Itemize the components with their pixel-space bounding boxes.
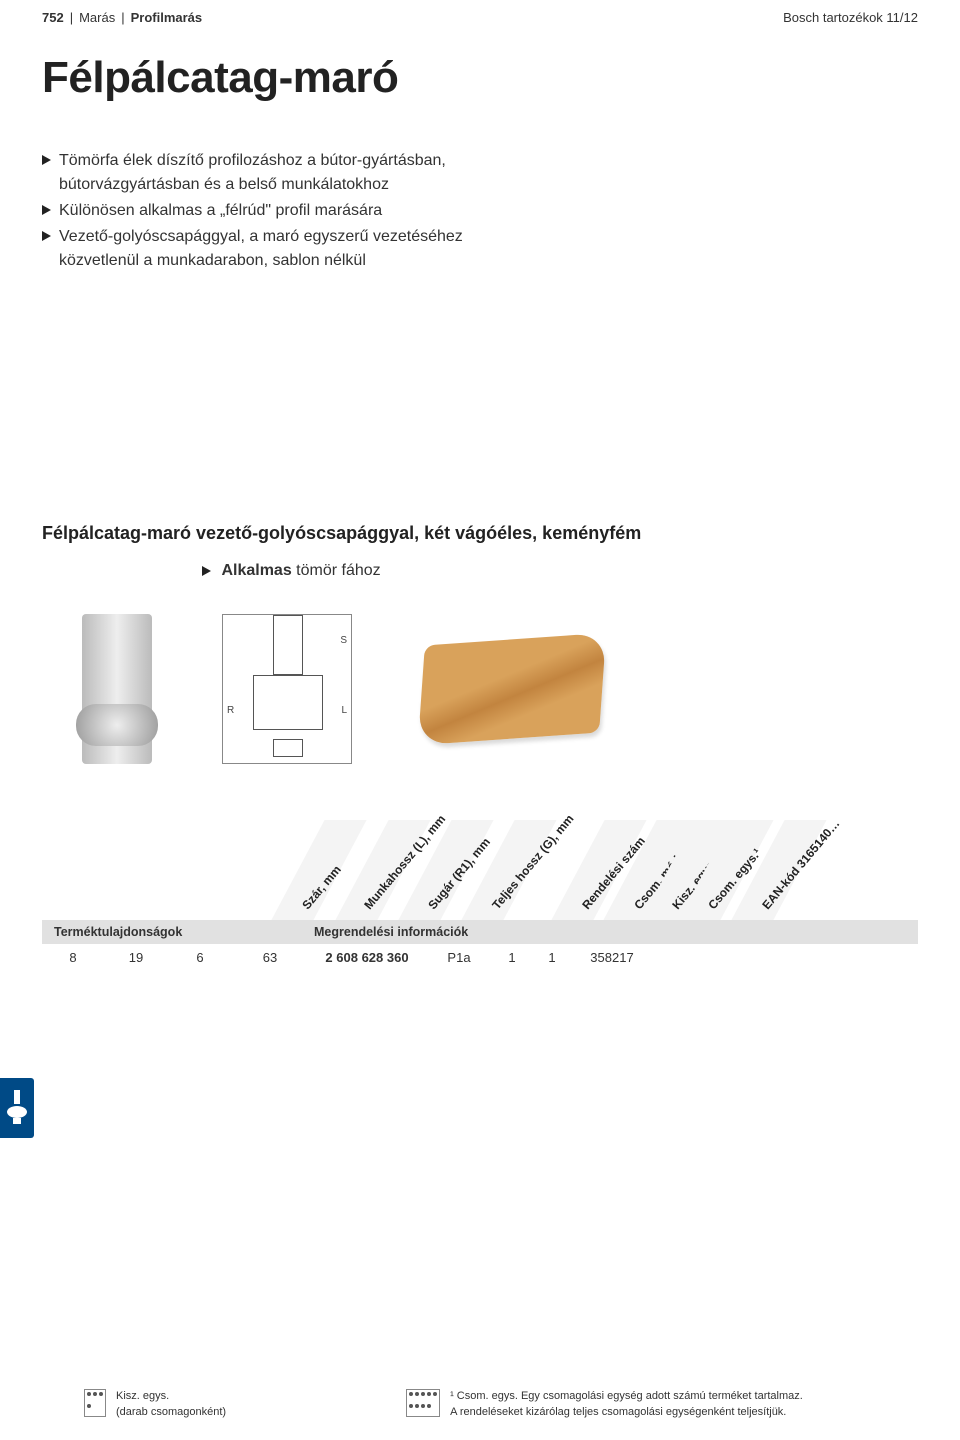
diagram-label-r: R	[227, 705, 234, 716]
category-1: Marás	[79, 10, 115, 25]
header-right: Bosch tartozékok 11/12	[783, 10, 918, 25]
subline-rest: tömör fához	[296, 562, 380, 579]
bullet-text: Tömörfa élek díszítő profilozáshoz a bút…	[59, 149, 479, 197]
separator: |	[70, 10, 73, 25]
package-icon	[84, 1389, 106, 1417]
section-header-left: Terméktulajdonságok	[42, 925, 310, 939]
triangle-icon	[202, 566, 211, 576]
cell-ean: 358217	[572, 950, 652, 965]
page-number: 752	[42, 10, 64, 25]
footer-left: Kisz. egys. (darab csomagonként)	[84, 1389, 226, 1420]
cell-sugar: 6	[168, 950, 232, 965]
diagram-label-l: L	[341, 705, 347, 716]
section-subline: Alkalmas tömör fához	[202, 562, 918, 580]
triangle-icon	[42, 231, 51, 241]
sidebar-category-icon	[0, 1078, 34, 1138]
bullet-text: Vezető-golyóscsapággyal, a maró egyszerű…	[59, 225, 479, 273]
bullet-item: Vezető-golyóscsapággyal, a maró egyszerű…	[42, 225, 918, 273]
cell-rendelesi-szam: 2 608 628 360	[308, 950, 426, 965]
table-column-headers: Szár, mmMunkahossz (L), mmSugár (R1), mm…	[42, 820, 918, 920]
footer-right-line1: ¹ Csom. egys. Egy csomagolási egység ado…	[450, 1389, 803, 1404]
footer-right-line2: A rendeléseket kizárólag teljes csomagol…	[450, 1405, 803, 1420]
section-title: Félpálcatag-maró vezető-golyóscsapággyal…	[42, 523, 918, 544]
illustrations: S L R	[82, 604, 918, 774]
breadcrumb: 752 | Marás | Profilmarás	[42, 10, 202, 25]
footer-left-line2: (darab csomagonként)	[116, 1405, 226, 1420]
spec-table: Szár, mmMunkahossz (L), mmSugár (R1), mm…	[42, 820, 918, 970]
table-section-headers: Terméktulajdonságok Megrendelési informá…	[42, 920, 918, 944]
triangle-icon	[42, 155, 51, 165]
cell-csom-egys: 1	[532, 950, 572, 965]
wood-sample-photo	[418, 633, 606, 745]
package-group-icon	[406, 1389, 440, 1417]
bullet-item: Különösen alkalmas a „félrúd" profil mar…	[42, 199, 918, 223]
bullet-list: Tömörfa élek díszítő profilozáshoz a bút…	[42, 149, 918, 273]
section-header-right: Megrendelési információk	[310, 925, 468, 939]
category-2: Profilmarás	[131, 10, 203, 25]
technical-diagram: S L R	[222, 614, 352, 764]
cell-teljes-hossz: 63	[232, 950, 308, 965]
separator: |	[121, 10, 124, 25]
triangle-icon	[42, 205, 51, 215]
table-row: 8 19 6 63 2 608 628 360 P1a 1 1 358217	[42, 944, 918, 970]
cell-kisz-egys: 1	[492, 950, 532, 965]
footer-right: ¹ Csom. egys. Egy csomagolási egység ado…	[406, 1389, 803, 1420]
router-bit-photo	[82, 614, 152, 764]
cell-munkahossz: 19	[104, 950, 168, 965]
page-footer: Kisz. egys. (darab csomagonként) ¹ Csom.…	[84, 1389, 918, 1420]
bullet-text: Különösen alkalmas a „félrúd" profil mar…	[59, 199, 382, 223]
subline-bold: Alkalmas	[221, 562, 291, 579]
diagram-label-s: S	[340, 635, 347, 646]
footer-left-line1: Kisz. egys.	[116, 1389, 226, 1404]
bullet-item: Tömörfa élek díszítő profilozáshoz a bút…	[42, 149, 918, 197]
page-header: 752 | Marás | Profilmarás Bosch tartozék…	[42, 0, 918, 25]
cell-csom-mod: P1a	[426, 950, 492, 965]
page-title: Félpálcatag-maró	[42, 53, 918, 103]
cell-szar: 8	[42, 950, 104, 965]
